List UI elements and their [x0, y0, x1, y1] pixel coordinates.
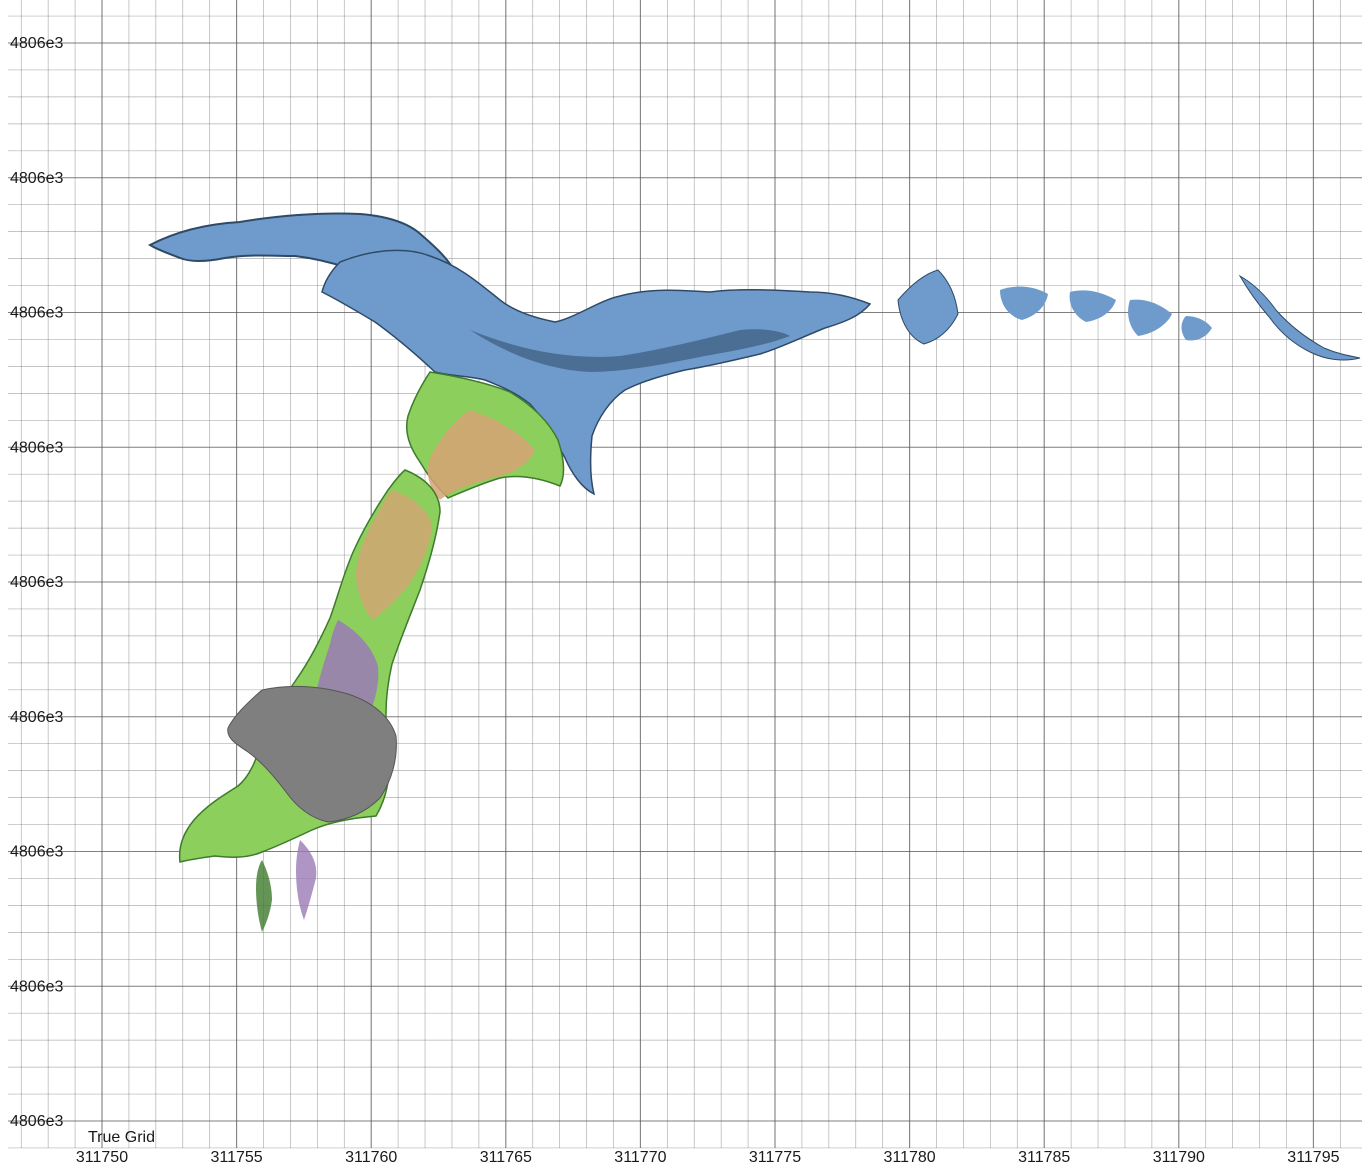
y-axis-label: 4806e3: [10, 170, 63, 187]
x-axis-label: 311785: [1018, 1149, 1070, 1166]
y-axis-label: 4806e3: [10, 305, 63, 322]
y-axis-label: 4806e3: [10, 709, 63, 726]
y-axis-label: 4806e3: [10, 574, 63, 591]
cave-east-fragment-6: [1181, 316, 1212, 341]
cave-survey-model: [147, 212, 1361, 932]
cave-strand-green: [256, 860, 272, 932]
x-axis-label: 311795: [1287, 1149, 1339, 1166]
y-axis-label: 4806e3: [10, 1113, 63, 1130]
cave-shadow-main: [470, 329, 790, 372]
cave-strand-purple: [296, 840, 317, 920]
y-axis-labels: 4806e3 4806e3 4806e3 4806e3 4806e3 4806e3 4806…: [10, 35, 63, 1130]
x-axis-labels: 311750 311755 311760 311765 311770 311775 3117…: [76, 1149, 1340, 1166]
cave-east-fragment-5: [1238, 274, 1361, 361]
x-axis-label: 311780: [883, 1149, 935, 1166]
cave-passage-blue-main: [321, 249, 872, 496]
cave-east-fragment-3: [1069, 290, 1116, 322]
y-axis-label: 4806e3: [10, 844, 63, 861]
cave-chamber-gray: [227, 686, 397, 823]
y-axis-label: 4806e3: [10, 35, 63, 52]
minor-grid-lines: [8, 0, 1362, 1149]
cave-east-fragment-4: [1128, 299, 1172, 336]
x-axis-label: 311765: [480, 1149, 532, 1166]
x-axis-label: 311770: [614, 1149, 666, 1166]
x-axis-label: 311760: [345, 1149, 397, 1166]
cave-east-fragment-1: [897, 269, 959, 345]
x-axis-label: 311755: [210, 1149, 262, 1166]
grid-name-label: True Grid: [88, 1129, 155, 1146]
x-axis-label: 311790: [1153, 1149, 1205, 1166]
x-axis-label: 311750: [76, 1149, 128, 1166]
cave-east-fragment-2: [1000, 286, 1048, 320]
cave-passage-tan-mid: [356, 490, 432, 620]
cave-junction-tan: [427, 410, 535, 500]
y-axis-label: 4806e3: [10, 978, 63, 995]
y-axis-label: 4806e3: [10, 439, 63, 456]
x-axis-label: 311775: [749, 1149, 801, 1166]
major-grid-lines: [8, 0, 1362, 1148]
